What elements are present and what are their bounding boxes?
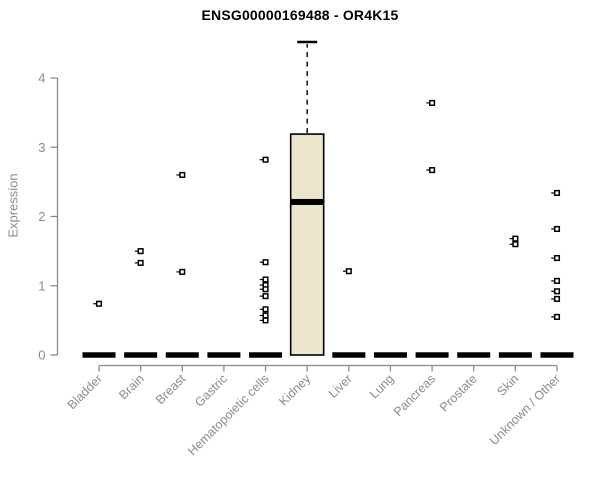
outlier-point xyxy=(262,286,269,293)
x-tick-label: Kidney xyxy=(276,371,313,408)
outlier-point xyxy=(262,306,269,313)
outlier-point xyxy=(553,277,561,284)
boxplot-box xyxy=(289,133,325,356)
y-tick-label: 0 xyxy=(38,348,45,363)
boxplot-collapsed-box xyxy=(373,352,407,358)
x-tick-label: Gastric xyxy=(192,372,230,410)
x-tick-label: Liver xyxy=(326,372,355,401)
x-tick-label: Brain xyxy=(116,372,147,403)
outlier-point xyxy=(512,235,519,242)
boxplot-collapsed-box xyxy=(249,352,283,358)
outlier-point xyxy=(262,312,269,319)
outlier-point xyxy=(553,255,561,262)
boxplot-collapsed-box xyxy=(207,352,241,358)
outlier-point xyxy=(512,241,519,248)
outlier-point xyxy=(262,276,269,283)
x-tick-label: Hematopoietic cells xyxy=(185,372,272,459)
x-tick-label: Skin xyxy=(494,372,521,399)
outlier-point xyxy=(553,313,561,320)
y-tick-label: 1 xyxy=(38,278,45,293)
x-tick-label: Bladder xyxy=(65,372,105,412)
chart-title: ENSG00000169488 - OR4K15 xyxy=(201,7,399,23)
outlier-point xyxy=(429,167,436,174)
outlier-point xyxy=(262,293,269,300)
outlier-point xyxy=(553,225,561,233)
y-tick-label: 2 xyxy=(38,209,45,224)
outlier-point xyxy=(429,99,436,106)
boxplot-collapsed-box xyxy=(415,352,449,358)
outlier-point xyxy=(553,189,561,197)
outlier-point xyxy=(345,268,352,275)
outlier-point xyxy=(137,248,144,255)
outlier-point xyxy=(137,259,144,266)
boxplot-collapsed-box xyxy=(540,352,574,358)
y-tick-label: 4 xyxy=(38,71,45,86)
x-tick-label: Unknown / Other xyxy=(487,372,563,448)
outlier-point xyxy=(262,259,269,266)
outlier-point xyxy=(179,268,186,275)
y-tick-label: 3 xyxy=(38,140,45,155)
outlier-point xyxy=(95,300,103,307)
outlier-point xyxy=(262,156,269,163)
x-tick-label: Pancreas xyxy=(391,372,438,419)
x-tick-label: Prostate xyxy=(437,372,480,415)
outlier-point xyxy=(553,288,561,295)
x-tick-label: Lung xyxy=(367,372,397,402)
median-line xyxy=(290,198,324,205)
outlier-point xyxy=(179,171,186,178)
outlier-point xyxy=(262,317,269,324)
boxplot-collapsed-box xyxy=(498,352,532,358)
boxplot-collapsed-box xyxy=(457,352,491,358)
boxplot-collapsed-box xyxy=(332,352,366,358)
boxplot-collapsed-box xyxy=(124,352,158,358)
boxplot-collapsed-box xyxy=(82,352,116,358)
x-tick-label: Breast xyxy=(153,371,189,407)
boxplot-collapsed-box xyxy=(165,352,199,358)
outlier-point xyxy=(553,295,561,302)
